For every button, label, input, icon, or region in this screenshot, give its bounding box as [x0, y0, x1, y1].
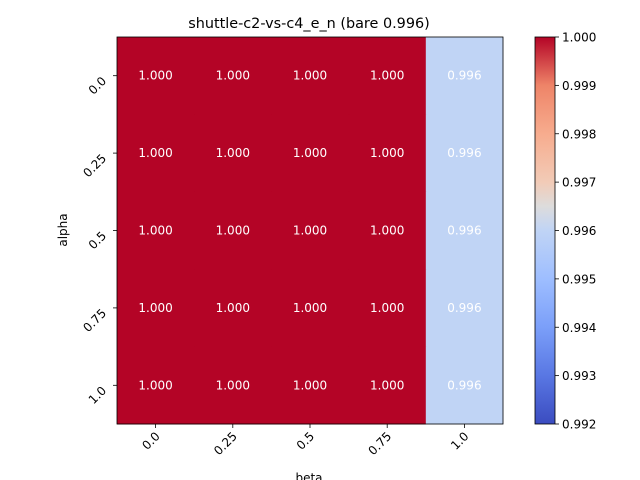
heatmap-cell-1-0 — [117, 114, 195, 193]
heatmap-cell-1-1 — [194, 114, 272, 193]
y-tick-label: 1.0 — [86, 384, 109, 407]
x-axis-label: beta — [295, 471, 322, 480]
cell-value-label: 1.000 — [216, 224, 250, 238]
cell-value-label: 1.000 — [216, 378, 250, 392]
colorbar-tick-label: 0.995 — [562, 272, 596, 286]
colorbar-tick-label: 0.998 — [562, 127, 596, 141]
cell-value-label: 1.000 — [138, 301, 172, 315]
heatmap-cell-3-3 — [348, 269, 427, 348]
heatmap-cell-1-2 — [271, 114, 350, 193]
y-tick-label: 0.0 — [86, 74, 109, 97]
x-tick-label: 0.25 — [211, 429, 240, 458]
cell-value-label: 0.996 — [447, 224, 481, 238]
cell-value-label: 1.000 — [138, 378, 172, 392]
x-tick-label: 1.0 — [448, 429, 471, 452]
colorbar — [534, 36, 556, 425]
heatmap-cell-1-4 — [425, 114, 504, 193]
cell-value-label: 1.000 — [293, 69, 327, 83]
cell-value-label: 1.000 — [216, 146, 250, 160]
y-axis-ticks: 0.0 0.25 0.5 0.75 1.0 — [80, 74, 117, 407]
heatmap-cell-3-4 — [425, 269, 504, 348]
colorbar-tick-label: 0.997 — [562, 176, 596, 190]
colorbar-ticks: 0.992 0.993 0.994 0.995 0.996 0.997 0.998 0.999… — [555, 31, 596, 432]
cell-value-label: 1.000 — [370, 69, 404, 83]
colorbar-tick-label: 0.993 — [562, 369, 596, 383]
cell-value-label: 1.000 — [138, 224, 172, 238]
y-tick-label: 0.5 — [86, 229, 109, 252]
heatmap-value-labels: 1.000 1.000 1.000 1.000 0.996 1.000 1.000 1.000… — [138, 69, 481, 393]
x-tick-label: 0.5 — [294, 429, 317, 452]
cell-value-label: 1.000 — [370, 146, 404, 160]
heatmap-cell-2-3 — [348, 191, 427, 270]
heatmap-cell-3-1 — [194, 269, 272, 348]
y-axis-label: alpha — [56, 213, 70, 246]
heatmap-cell-2-0 — [117, 191, 195, 270]
colorbar-tick-label: 0.999 — [562, 79, 596, 93]
heatmap-cell-4-3 — [348, 346, 427, 425]
cell-value-label: 0.996 — [447, 146, 481, 160]
cell-value-label: 1.000 — [370, 224, 404, 238]
cell-value-label: 1.000 — [293, 146, 327, 160]
heatmap-cell-2-4 — [425, 191, 504, 270]
cell-value-label: 0.996 — [447, 378, 481, 392]
cell-value-label: 0.996 — [447, 301, 481, 315]
cell-value-label: 1.000 — [293, 301, 327, 315]
heatmap-cell-0-0 — [117, 37, 195, 115]
heatmap-cell-0-3 — [348, 37, 427, 115]
heatmap-cell-3-0 — [117, 269, 195, 348]
colorbar-tick-label: 0.996 — [562, 224, 596, 238]
cell-value-label: 1.000 — [216, 69, 250, 83]
heatmap-cell-2-2 — [271, 191, 350, 270]
cell-value-label: 1.000 — [293, 378, 327, 392]
heatmap-cell-4-0 — [117, 346, 195, 425]
x-axis-ticks: 0.0 0.25 0.5 0.75 1.0 — [139, 424, 472, 458]
cell-value-label: 1.000 — [216, 301, 250, 315]
colorbar-tick-label: 0.994 — [562, 321, 596, 335]
heatmap-cell-4-4 — [425, 346, 504, 425]
heatmap-cell-2-1 — [194, 191, 272, 270]
cell-value-label: 1.000 — [370, 301, 404, 315]
y-tick-label: 0.25 — [80, 151, 109, 180]
heatmap-cell-4-2 — [271, 346, 350, 425]
cell-value-label: 1.000 — [370, 378, 404, 392]
cell-value-label: 0.996 — [447, 69, 481, 83]
heatmap-cell-3-2 — [271, 269, 350, 348]
colorbar-tick-label: 0.992 — [562, 418, 596, 432]
chart-title: shuttle-c2-vs-c4_e_n (bare 0.996) — [188, 16, 430, 32]
heatmap-cell-0-4 — [425, 37, 504, 115]
heatmap-cell-0-2 — [271, 37, 350, 115]
x-tick-label: 0.0 — [139, 429, 162, 452]
cell-value-label: 1.000 — [293, 224, 327, 238]
y-tick-label: 0.75 — [80, 306, 109, 335]
cell-value-label: 1.000 — [138, 146, 172, 160]
x-tick-label: 0.75 — [366, 429, 395, 458]
heatmap-cell-1-3 — [348, 114, 427, 193]
heatmap-cell-0-1 — [194, 37, 272, 115]
heatmap-cells — [117, 37, 504, 425]
heatmap-cell-4-1 — [194, 346, 272, 425]
cell-value-label: 1.000 — [138, 69, 172, 83]
colorbar-tick-label: 1.000 — [562, 31, 596, 45]
